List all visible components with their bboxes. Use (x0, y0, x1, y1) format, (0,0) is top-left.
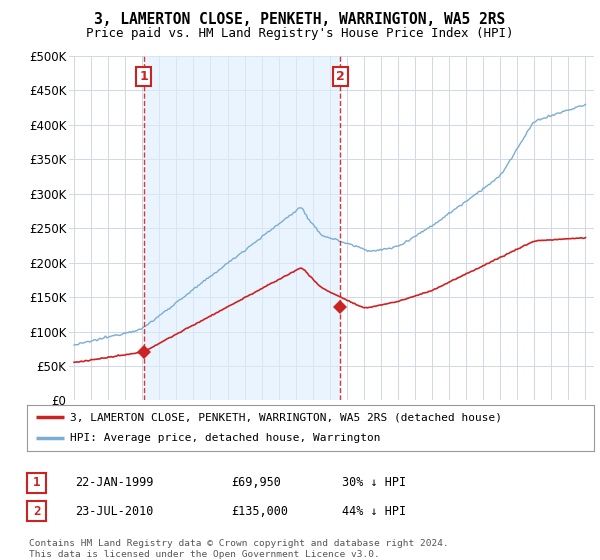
Text: Contains HM Land Registry data © Crown copyright and database right 2024.
This d: Contains HM Land Registry data © Crown c… (29, 539, 449, 559)
Text: 30% ↓ HPI: 30% ↓ HPI (342, 476, 406, 489)
Text: 23-JUL-2010: 23-JUL-2010 (75, 505, 154, 518)
Text: Price paid vs. HM Land Registry's House Price Index (HPI): Price paid vs. HM Land Registry's House … (86, 27, 514, 40)
Text: 3, LAMERTON CLOSE, PENKETH, WARRINGTON, WA5 2RS (detached house): 3, LAMERTON CLOSE, PENKETH, WARRINGTON, … (70, 412, 502, 422)
Text: 3, LAMERTON CLOSE, PENKETH, WARRINGTON, WA5 2RS: 3, LAMERTON CLOSE, PENKETH, WARRINGTON, … (94, 12, 506, 27)
Text: HPI: Average price, detached house, Warrington: HPI: Average price, detached house, Warr… (70, 433, 380, 444)
Text: 1: 1 (33, 476, 40, 489)
Text: 44% ↓ HPI: 44% ↓ HPI (342, 505, 406, 518)
Text: 22-JAN-1999: 22-JAN-1999 (75, 476, 154, 489)
Text: 2: 2 (33, 505, 40, 518)
Bar (144, 56, 340, 400)
Text: £135,000: £135,000 (231, 505, 288, 518)
Text: 2: 2 (335, 70, 344, 83)
Text: £69,950: £69,950 (231, 476, 281, 489)
Text: 1: 1 (140, 70, 148, 83)
